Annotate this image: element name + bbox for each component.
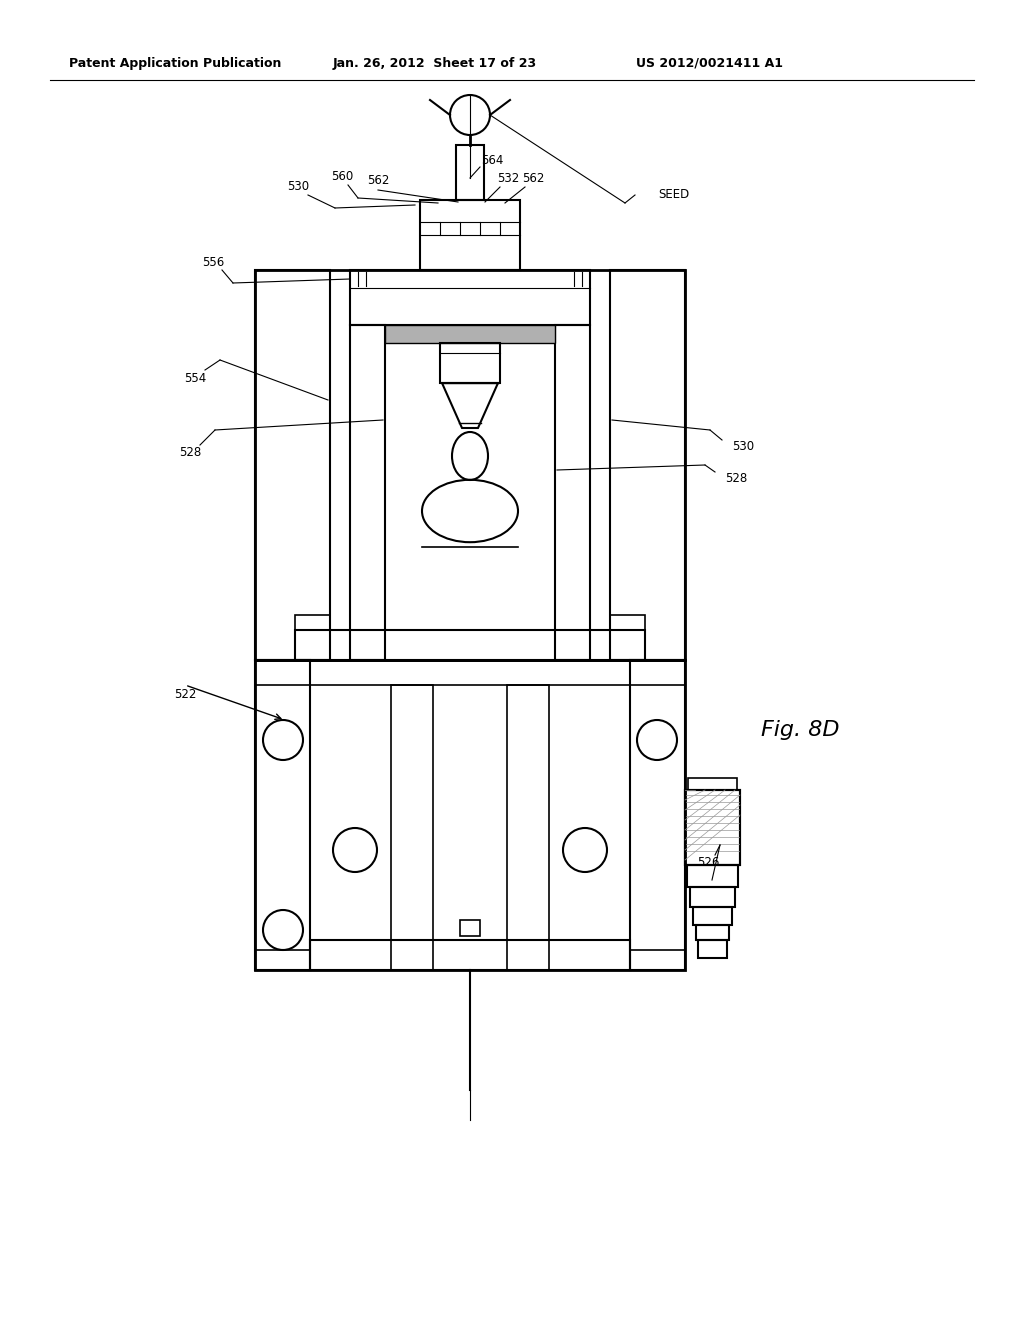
Polygon shape: [442, 383, 498, 428]
Bar: [385, 325, 555, 343]
Bar: [350, 325, 385, 660]
Text: SEED: SEED: [658, 189, 689, 202]
Bar: [555, 325, 590, 660]
Text: Fig. 8D: Fig. 8D: [761, 719, 840, 741]
Text: 530: 530: [732, 441, 754, 454]
Bar: [630, 660, 685, 970]
Bar: [255, 660, 310, 970]
Bar: [295, 630, 645, 660]
Bar: [255, 660, 685, 685]
Bar: [630, 950, 685, 970]
Text: 526: 526: [696, 857, 719, 870]
Bar: [255, 950, 310, 970]
Bar: [693, 907, 732, 925]
Text: Jan. 26, 2012  Sheet 17 of 23: Jan. 26, 2012 Sheet 17 of 23: [333, 57, 537, 70]
Bar: [687, 865, 738, 887]
Bar: [255, 271, 685, 660]
Text: 562: 562: [522, 172, 544, 185]
Text: US 2012/0021411 A1: US 2012/0021411 A1: [637, 57, 783, 70]
Bar: [507, 685, 549, 970]
Text: 556: 556: [202, 256, 224, 268]
Text: 554: 554: [184, 371, 206, 384]
Bar: [696, 925, 729, 940]
Bar: [688, 777, 737, 789]
Bar: [255, 660, 685, 970]
Text: 528: 528: [179, 446, 201, 459]
Bar: [685, 789, 740, 865]
Bar: [690, 887, 735, 907]
Bar: [685, 789, 740, 865]
Bar: [295, 615, 330, 630]
Text: Patent Application Publication: Patent Application Publication: [69, 57, 282, 70]
Bar: [255, 271, 330, 660]
Text: 532: 532: [497, 172, 519, 185]
Bar: [310, 940, 630, 970]
Bar: [610, 271, 685, 660]
Text: 564: 564: [481, 153, 503, 166]
Text: 560: 560: [331, 170, 353, 183]
Bar: [460, 920, 480, 936]
Text: 562: 562: [367, 173, 389, 186]
Bar: [610, 615, 645, 630]
Bar: [391, 685, 433, 970]
Bar: [350, 271, 590, 325]
Text: 528: 528: [725, 471, 748, 484]
Bar: [456, 145, 484, 201]
Bar: [440, 343, 500, 383]
Text: 530: 530: [287, 181, 309, 194]
Bar: [698, 940, 727, 958]
Bar: [420, 201, 520, 271]
Text: 522: 522: [174, 689, 197, 701]
